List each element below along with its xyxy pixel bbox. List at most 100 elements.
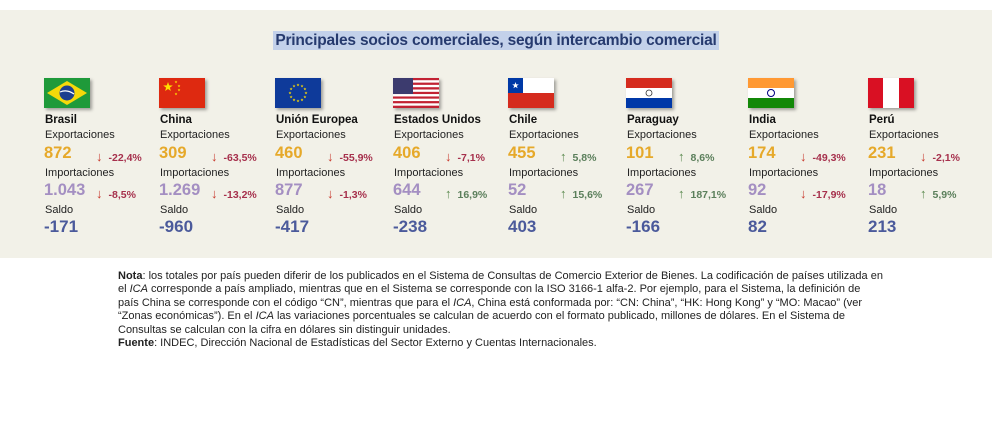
imports-value: 52 <box>508 181 527 199</box>
change-arrow: ↓ <box>445 149 452 164</box>
imports-label: Importaciones <box>394 167 464 179</box>
country: Brasil Exportaciones 872 Importaciones 1.043… <box>44 10 159 258</box>
balance-value: -960 <box>159 217 194 236</box>
exports-value: 309 <box>159 144 187 162</box>
exports-label: Exportaciones <box>45 129 115 141</box>
note-text: las variaciones porcentuales se calculan… <box>118 310 846 336</box>
country: Unión Europea Exportaciones 460 Importacion… <box>275 10 390 258</box>
change-arrow: ↓ <box>800 186 807 201</box>
imports-value: 92 <box>748 181 767 199</box>
balance-label: Saldo <box>869 204 898 216</box>
imports-value: 267 <box>626 181 654 199</box>
country-name: Chile <box>509 114 538 126</box>
change: ↑ 15,6% <box>560 186 602 201</box>
change: ↓ -1,3% <box>327 186 367 201</box>
source-para: Fuente: INDEC, Dirección Nacional de Est… <box>118 337 883 350</box>
flag <box>868 78 914 108</box>
flag <box>275 78 321 108</box>
change-value: 5,9% <box>932 189 957 201</box>
flag-icon <box>393 78 439 108</box>
flag-icon <box>626 78 672 108</box>
change: ↓ -13,2% <box>211 186 257 201</box>
flag <box>44 78 90 108</box>
exports-value: 406 <box>393 144 421 162</box>
change-value: -1,3% <box>339 189 367 201</box>
exports-label: Exportaciones <box>394 129 464 141</box>
exports-label: Exportaciones <box>509 129 579 141</box>
title-wrap: Principales socios comerciales, según in… <box>0 31 992 50</box>
change-value: 8,6% <box>690 152 715 164</box>
balance-label: Saldo <box>749 204 778 216</box>
source-text: : INDEC, Dirección Nacional de Estadísti… <box>154 337 597 350</box>
exports-value: 174 <box>748 144 776 162</box>
imports-label: Importaciones <box>869 167 939 179</box>
change: ↓ -49,3% <box>800 149 846 164</box>
change: ↓ -17,9% <box>800 186 846 201</box>
balance-label: Saldo <box>45 204 74 216</box>
flag <box>508 78 554 108</box>
title: Principales socios comerciales, según in… <box>273 31 719 50</box>
imports-value: 877 <box>275 181 303 199</box>
note-text: corresponde a país ampliado, mientras qu… <box>118 283 861 309</box>
change-arrow: ↓ <box>327 149 334 164</box>
balance-value: 213 <box>868 217 897 236</box>
change-value: -13,2% <box>223 189 257 201</box>
change-arrow: ↓ <box>800 149 807 164</box>
country-name: India <box>749 114 776 126</box>
imports-label: Importaciones <box>627 167 697 179</box>
note-text: : los totales por país pueden diferir de… <box>118 270 883 296</box>
country: Estados Unidos Exportaciones 406 Importacio… <box>393 10 508 258</box>
balance-label: Saldo <box>160 204 189 216</box>
change-arrow: ↓ <box>327 186 334 201</box>
change-value: 187,1% <box>690 189 727 201</box>
flag-icon <box>508 78 554 108</box>
country-name: Unión Europea <box>276 114 358 126</box>
change-value: -63,5% <box>223 152 257 164</box>
flag-icon <box>44 78 90 108</box>
change: ↓ -2,1% <box>920 149 960 164</box>
change-arrow: ↑ <box>560 186 567 201</box>
note-text: ICA <box>453 296 472 309</box>
flag-icon <box>868 78 914 108</box>
country: Chile Exportaciones 455 Importaciones 52 Sald… <box>508 10 623 258</box>
change-arrow: ↑ <box>920 186 927 201</box>
change-arrow: ↓ <box>96 149 103 164</box>
note-text: ICA <box>255 310 274 323</box>
change-arrow: ↓ <box>96 186 103 201</box>
exports-label: Exportaciones <box>276 129 346 141</box>
balance-label: Saldo <box>276 204 305 216</box>
exports-value: 455 <box>508 144 536 162</box>
change-arrow: ↑ <box>678 149 685 164</box>
balance-label: Saldo <box>394 204 423 216</box>
change: ↑ 16,9% <box>445 186 487 201</box>
change: ↑ 8,6% <box>678 149 714 164</box>
change: ↓ -55,9% <box>327 149 373 164</box>
country: Paraguay Exportaciones 101 Importaciones 267… <box>626 10 741 258</box>
change-value: -49,3% <box>812 152 846 164</box>
flag <box>159 78 205 108</box>
balance-value: -417 <box>275 217 310 236</box>
balance-value: -171 <box>44 217 79 236</box>
change-arrow: ↑ <box>445 186 452 201</box>
flag-icon <box>275 78 321 108</box>
balance-value: 82 <box>748 217 767 236</box>
change: ↑ 5,8% <box>560 149 596 164</box>
change-value: -22,4% <box>108 152 142 164</box>
balance-value: -166 <box>626 217 661 236</box>
balance-value: -238 <box>393 217 428 236</box>
imports-label: Importaciones <box>276 167 346 179</box>
change-arrow: ↓ <box>920 149 927 164</box>
flag <box>393 78 439 108</box>
change-value: -8,5% <box>108 189 136 201</box>
change: ↑ 5,9% <box>920 186 956 201</box>
exports-value: 460 <box>275 144 303 162</box>
exports-value: 101 <box>626 144 654 162</box>
country-name: Brasil <box>45 114 77 126</box>
imports-label: Importaciones <box>509 167 579 179</box>
change-arrow: ↓ <box>211 149 218 164</box>
note-para: Nota: los totales por país pueden diferi… <box>118 270 883 337</box>
imports-value: 1.043 <box>44 181 86 199</box>
imports-label: Importaciones <box>160 167 230 179</box>
note: Nota: los totales por país pueden diferi… <box>118 270 883 350</box>
exports-label: Exportaciones <box>749 129 819 141</box>
